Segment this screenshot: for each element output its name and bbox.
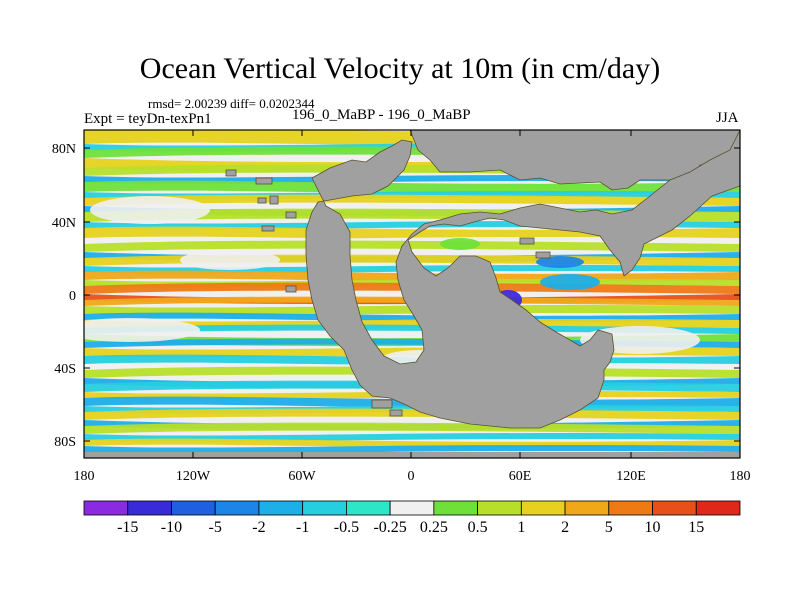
season-label: JJA: [716, 110, 739, 126]
island-9: [389, 409, 403, 417]
colorbar-swatch-10: [520, 500, 566, 516]
island-2: [255, 177, 273, 185]
field-band: [84, 422, 740, 434]
colorbar-swatch-7: [389, 500, 435, 516]
field-band: [84, 194, 740, 206]
colorbar-label-1: -10: [161, 519, 182, 536]
colorbar-label-10: 2: [561, 519, 569, 536]
island-5: [285, 211, 297, 219]
land-masses: [225, 130, 740, 429]
land-west: [305, 130, 740, 429]
colorbar-label-5: -0.5: [334, 519, 359, 536]
island-11: [535, 251, 551, 259]
colorbar-swatch-8: [433, 500, 479, 516]
experiment-label: Expt = teyDn-texPn1: [84, 111, 212, 127]
colorbar-swatch-12: [608, 500, 653, 516]
colorbar-swatch-3: [214, 500, 260, 516]
colorbar-label-6: -0.25: [373, 519, 406, 536]
colorbar: -15 -10 -5 -2 -1 -0.5 -0.25 0.25 0.5 1 2 5 10 15: [83, 500, 741, 536]
stats-text: rmsd= 2.00239 diff= 0.0202344: [148, 96, 315, 111]
field-patch: [84, 318, 200, 342]
colorbar-swatch-6: [345, 500, 391, 516]
colorbar-swatch-13: [652, 500, 697, 516]
lon-label-1: 120W: [176, 469, 211, 484]
land-south: [84, 452, 740, 458]
colorbar-swatch-14: [695, 500, 741, 516]
lon-label-3: 0: [408, 469, 415, 484]
colorbar-label-13: 15: [688, 519, 704, 536]
lon-label-4: 60E: [509, 469, 532, 484]
colorbar-label-7: 0.25: [420, 519, 448, 536]
island-4: [269, 195, 279, 205]
colorbar-swatch-0: [83, 500, 129, 516]
lon-label-6: 180: [730, 469, 751, 484]
colorbar-label-8: 0.5: [468, 519, 488, 536]
colorbar-label-11: 5: [605, 519, 613, 536]
field-band: [84, 180, 740, 194]
field-patch: [540, 274, 600, 290]
colorbar-swatch-11: [564, 500, 610, 516]
colorbar-label-0: -15: [117, 519, 138, 536]
field-band: [84, 444, 740, 454]
lat-label-3: 40S: [54, 362, 76, 377]
island-7: [285, 285, 297, 293]
island-3: [257, 197, 267, 204]
lat-label-0: 80N: [52, 142, 76, 157]
colorbar-swatch-5: [302, 500, 347, 516]
map-frame: [83, 129, 741, 459]
field-patch: [90, 196, 210, 224]
island-10: [519, 237, 535, 245]
field-band: [84, 324, 740, 334]
colorbar-swatch-1: [127, 500, 172, 516]
colorbar-label-3: -2: [252, 519, 265, 536]
colorbar-label-4: -1: [296, 519, 309, 536]
subtitle: 196_0_MaBP - 196_0_MaBP: [292, 107, 471, 123]
colorbar-label-2: -5: [209, 519, 222, 536]
island-6: [261, 225, 275, 232]
lon-label-0: 180: [74, 469, 95, 484]
colorbar-swatch-4: [258, 500, 304, 516]
colorbar-label-12: 10: [645, 519, 661, 536]
colorbar-swatch-2: [171, 500, 216, 516]
plot-title: Ocean Vertical Velocity at 10m (in cm/da…: [139, 52, 661, 85]
field-patch: [180, 250, 280, 270]
lon-label-5: 120E: [616, 469, 646, 484]
colorbar-label-9: 1: [517, 519, 525, 536]
island-1: [225, 169, 237, 177]
lon-label-2: 60W: [288, 469, 316, 484]
map-axes: 80N 40N 0 40S 80S 180 120W 60W 0 60E 120E 180: [52, 130, 751, 484]
lat-label-1: 40N: [52, 216, 76, 231]
field-patch: [440, 238, 480, 250]
island-8: [371, 399, 393, 409]
field-patch: [536, 256, 584, 268]
map-panel: [84, 130, 740, 458]
field-band: [84, 240, 740, 252]
colorbar-swatch-9: [477, 500, 522, 516]
lat-label-4: 80S: [54, 435, 76, 450]
lat-label-2: 0: [69, 289, 76, 304]
